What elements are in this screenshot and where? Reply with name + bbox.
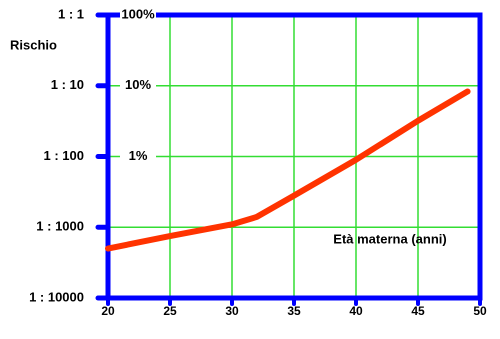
x-tick-label: 40 [349,304,363,318]
plot-frame [105,12,483,301]
x-tick-label: 50 [473,304,487,318]
y2-label-bg [120,78,156,93]
y2-label-bg [120,8,156,22]
x-tick-label: 20 [101,304,115,318]
y-axis-label: Rischio [10,37,57,52]
y-tick-label: 1 : 1 [58,6,84,21]
x-tick-label: 25 [163,304,177,318]
x-tick-label: 35 [287,304,301,318]
y2-tick-label: 1% [129,148,148,163]
y2-tick-label: 100% [121,6,155,21]
y-tick-label: 1 : 10000 [29,289,84,304]
y-tick-label: 1 : 100 [44,148,84,163]
x-axis-label: Età materna (anni) [333,231,446,246]
x-tick-label: 45 [411,304,425,318]
y-tick-label: 1 : 1000 [36,219,84,234]
y-tick-label: 1 : 10 [51,77,84,92]
risk-line [105,88,471,252]
y2-label-bg [120,149,156,164]
x-tick-label: 30 [225,304,239,318]
y2-tick-label: 10% [125,77,151,92]
